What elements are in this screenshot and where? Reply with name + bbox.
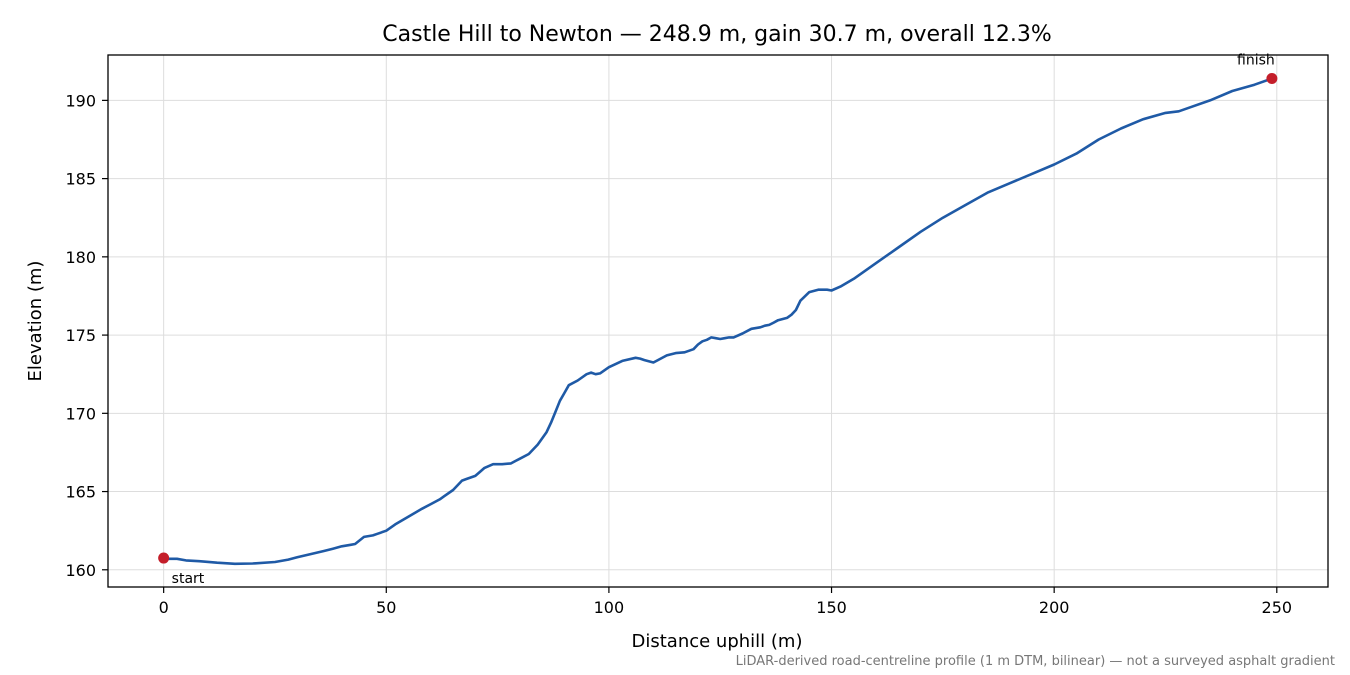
x-tick-label: 100 <box>594 598 625 617</box>
grid <box>108 55 1328 587</box>
plot-frame <box>107 54 1329 588</box>
y-tick-label: 175 <box>65 326 96 345</box>
y-tick-label: 185 <box>65 170 96 189</box>
footnote: LiDAR-derived road-centreline profile (1… <box>736 654 1335 669</box>
x-tick-label: 200 <box>1039 598 1070 617</box>
y-tick-label: 190 <box>65 91 96 110</box>
x-tick-label: 250 <box>1262 598 1293 617</box>
x-tick-label: 0 <box>159 598 169 617</box>
markers: start finish <box>158 52 1278 587</box>
finish-annotation: finish <box>1237 52 1275 68</box>
x-axis-label: Distance uphill (m) <box>632 631 803 652</box>
finish-marker <box>1266 72 1278 84</box>
series-layer <box>162 77 1274 566</box>
y-tick-label: 165 <box>65 483 96 502</box>
chart-title: Castle Hill to Newton — 248.9 m, gain 30… <box>382 22 1051 47</box>
y-tick-label: 170 <box>65 404 96 423</box>
elevation-line <box>162 77 1274 566</box>
x-tick-label: 50 <box>376 598 396 617</box>
start-marker <box>158 552 170 564</box>
y-axis-label: Elevation (m) <box>25 261 46 382</box>
axis-ticks: 0 50 100 150 200 250 160 165 170 175 180 185 190 <box>65 91 1292 617</box>
y-tick-label: 180 <box>65 248 96 267</box>
y-tick-label: 160 <box>65 561 96 580</box>
x-tick-label: 150 <box>816 598 847 617</box>
start-annotation: start <box>172 571 205 587</box>
